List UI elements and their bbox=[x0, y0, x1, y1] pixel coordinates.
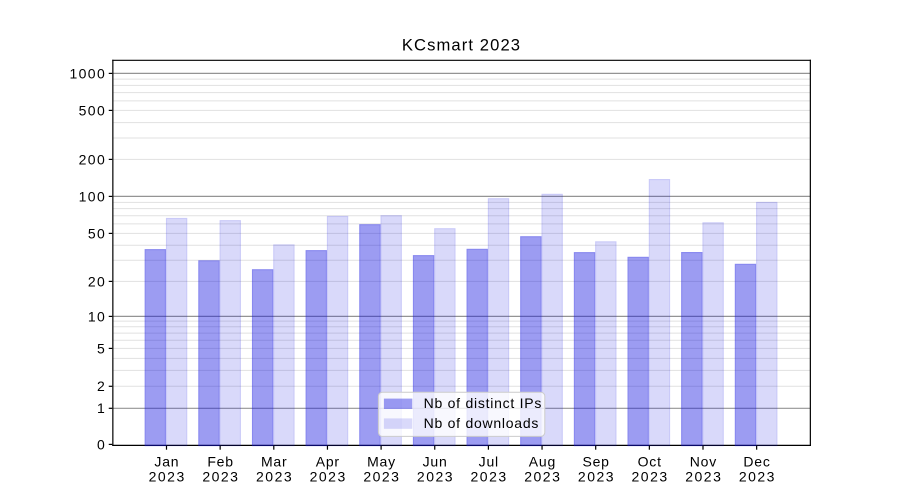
svg-text:500: 500 bbox=[79, 102, 107, 118]
svg-text:2023: 2023 bbox=[739, 469, 776, 485]
svg-text:2023: 2023 bbox=[310, 469, 347, 485]
svg-text:10: 10 bbox=[88, 308, 106, 324]
svg-text:Oct: Oct bbox=[638, 453, 662, 469]
svg-text:200: 200 bbox=[79, 151, 107, 167]
svg-text:2023: 2023 bbox=[417, 469, 454, 485]
svg-text:2023: 2023 bbox=[363, 469, 400, 485]
svg-text:5: 5 bbox=[97, 340, 106, 356]
svg-text:2023: 2023 bbox=[256, 469, 293, 485]
svg-text:1000: 1000 bbox=[69, 65, 106, 81]
svg-text:Jul: Jul bbox=[479, 453, 499, 469]
svg-text:KCsmart 2023: KCsmart 2023 bbox=[402, 36, 521, 55]
svg-text:2023: 2023 bbox=[685, 469, 722, 485]
svg-text:2023: 2023 bbox=[471, 469, 508, 485]
svg-text:Aug: Aug bbox=[529, 453, 556, 469]
svg-text:Dec: Dec bbox=[743, 453, 770, 469]
svg-text:Jan: Jan bbox=[154, 453, 179, 469]
svg-text:2: 2 bbox=[97, 378, 106, 394]
svg-text:2023: 2023 bbox=[524, 469, 561, 485]
svg-text:2023: 2023 bbox=[632, 469, 669, 485]
svg-text:Jun: Jun bbox=[423, 453, 448, 469]
svg-text:1: 1 bbox=[97, 400, 106, 416]
svg-text:Nb of distinct IPs: Nb of distinct IPs bbox=[424, 395, 543, 411]
svg-text:Apr: Apr bbox=[316, 453, 340, 469]
svg-text:Feb: Feb bbox=[207, 453, 234, 469]
svg-text:100: 100 bbox=[79, 188, 107, 204]
svg-text:2023: 2023 bbox=[578, 469, 615, 485]
svg-text:20: 20 bbox=[88, 273, 106, 289]
svg-text:Nb of downloads: Nb of downloads bbox=[424, 415, 540, 431]
svg-text:Nov: Nov bbox=[690, 453, 717, 469]
svg-text:2023: 2023 bbox=[149, 469, 186, 485]
svg-text:2023: 2023 bbox=[202, 469, 239, 485]
svg-text:Mar: Mar bbox=[261, 453, 288, 469]
svg-text:0: 0 bbox=[97, 436, 106, 452]
svg-text:Sep: Sep bbox=[582, 453, 609, 469]
svg-text:50: 50 bbox=[88, 225, 106, 241]
svg-text:May: May bbox=[367, 453, 396, 469]
